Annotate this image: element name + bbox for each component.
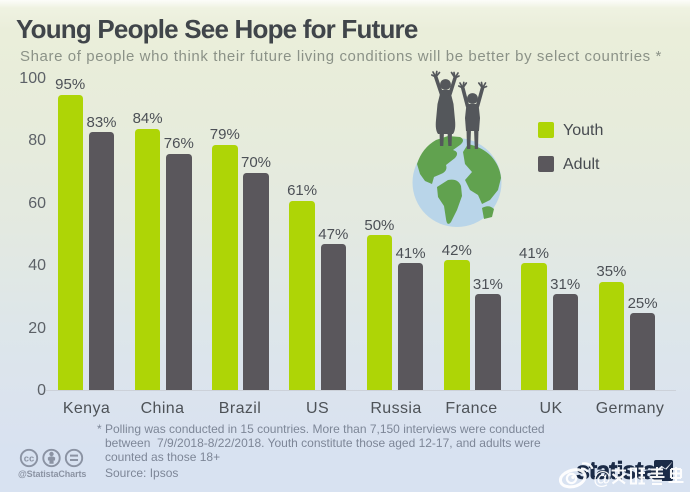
svg-text:@: @ xyxy=(593,469,611,489)
svg-text:cc: cc xyxy=(24,453,35,464)
